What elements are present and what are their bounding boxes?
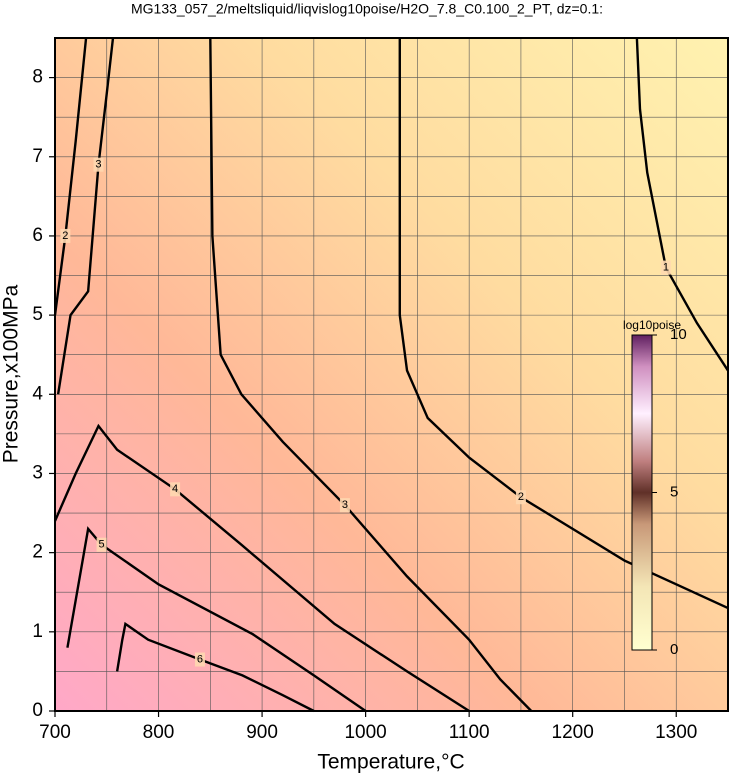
y-axis-label: Pressure,x100MPa — [0, 284, 23, 463]
y-tick-label: 7 — [32, 146, 43, 167]
contour-label-bg — [60, 228, 71, 243]
contour-line — [635, 37, 730, 372]
plot-frame — [54, 37, 729, 712]
x-tick-label: 900 — [246, 722, 278, 743]
y-tick-label: 8 — [32, 67, 43, 88]
contour-line — [56, 37, 115, 395]
contour-label: 2 — [62, 230, 68, 242]
y-tick-label: 3 — [32, 462, 43, 483]
y-tick-label: 5 — [32, 304, 43, 325]
x-tick-label: 1200 — [552, 722, 594, 743]
y-tick-label: 2 — [32, 542, 43, 563]
y-tick-label: 6 — [32, 225, 43, 246]
chart-title: MG133_057_2/meltsliquid/liqvislog10poise… — [131, 1, 603, 17]
colorbar-tick-label: 10 — [670, 326, 687, 343]
plot-background — [55, 38, 728, 711]
contour-label-bg — [194, 652, 205, 667]
colorbar — [631, 334, 653, 651]
contour-label-bg — [660, 260, 671, 275]
colorbar-tick-label: 5 — [670, 483, 678, 500]
contour-line — [115, 621, 315, 713]
contour-label: 1 — [663, 262, 669, 274]
contour-label: 3 — [95, 159, 101, 171]
contour-label: 5 — [99, 539, 105, 551]
contour-label-bg — [170, 482, 181, 497]
contour-label: 2 — [518, 491, 524, 503]
contour-label-bg — [515, 490, 526, 505]
y-tick-label: 0 — [32, 700, 43, 721]
contour-line — [209, 37, 533, 712]
contour-label-bg — [339, 498, 350, 513]
x-tick-label: 1300 — [655, 722, 697, 743]
x-axis-label: Temperature,°C — [317, 751, 464, 774]
x-tick-label: 700 — [39, 722, 71, 743]
y-tick-label: 1 — [32, 621, 43, 642]
contour-label-bg — [93, 157, 104, 172]
colorbar-label: log10poise — [623, 318, 681, 332]
x-tick-label: 800 — [143, 722, 175, 743]
x-tick-label: 1100 — [449, 722, 490, 743]
colorbar-tick-label: 0 — [670, 641, 678, 658]
contour-label: 3 — [342, 499, 348, 511]
contour-label: 4 — [172, 483, 178, 495]
y-tick-label: 4 — [32, 383, 43, 404]
contour-label: 6 — [197, 653, 203, 665]
contour-label-bg — [96, 537, 107, 552]
x-tick-label: 1000 — [344, 722, 386, 743]
